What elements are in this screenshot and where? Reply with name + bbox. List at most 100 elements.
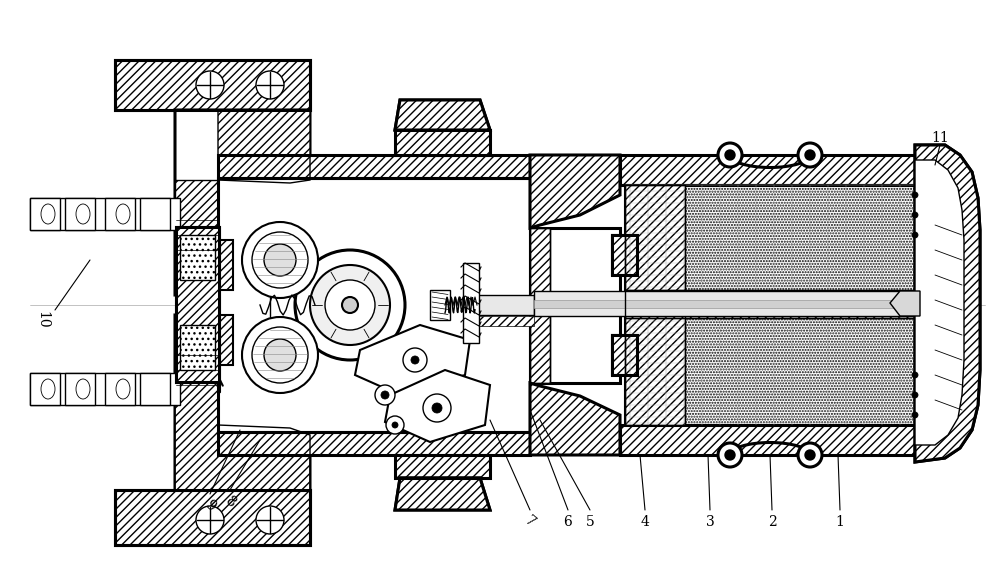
Circle shape xyxy=(196,71,224,99)
Circle shape xyxy=(423,394,451,422)
Polygon shape xyxy=(385,370,490,442)
Text: 8: 8 xyxy=(222,494,238,510)
Polygon shape xyxy=(530,155,620,228)
Polygon shape xyxy=(395,478,490,510)
Polygon shape xyxy=(395,478,490,510)
Text: 6: 6 xyxy=(564,515,572,529)
Circle shape xyxy=(718,443,742,467)
Bar xyxy=(430,290,450,320)
Circle shape xyxy=(375,385,395,405)
Bar xyxy=(612,335,637,375)
Bar xyxy=(180,235,215,280)
Circle shape xyxy=(798,443,822,467)
Polygon shape xyxy=(175,110,310,295)
Ellipse shape xyxy=(41,379,55,399)
Bar xyxy=(218,315,233,365)
Polygon shape xyxy=(218,432,530,455)
Text: 7: 7 xyxy=(522,514,538,530)
Circle shape xyxy=(342,297,358,313)
Text: 5: 5 xyxy=(586,515,594,529)
Circle shape xyxy=(242,222,318,298)
Text: 9: 9 xyxy=(202,498,218,514)
Circle shape xyxy=(912,192,918,198)
Bar xyxy=(65,373,95,405)
Circle shape xyxy=(264,339,296,371)
Circle shape xyxy=(411,356,419,364)
Polygon shape xyxy=(915,160,964,445)
Circle shape xyxy=(325,280,375,330)
Polygon shape xyxy=(115,490,310,545)
Bar xyxy=(30,373,60,405)
Circle shape xyxy=(381,391,389,399)
Polygon shape xyxy=(395,455,490,478)
Bar xyxy=(612,235,637,275)
Bar xyxy=(140,373,170,405)
Polygon shape xyxy=(395,130,490,155)
Bar xyxy=(612,335,637,375)
Circle shape xyxy=(392,422,398,428)
Polygon shape xyxy=(175,315,310,490)
Bar xyxy=(140,198,170,230)
Text: 1: 1 xyxy=(836,515,844,529)
Polygon shape xyxy=(890,291,920,316)
Text: 11: 11 xyxy=(931,131,949,145)
Circle shape xyxy=(912,232,918,238)
Bar xyxy=(30,373,180,405)
Circle shape xyxy=(725,450,735,460)
Polygon shape xyxy=(530,228,550,383)
Bar xyxy=(612,235,637,275)
Polygon shape xyxy=(175,110,310,183)
Bar xyxy=(270,295,335,320)
Ellipse shape xyxy=(76,204,90,224)
Circle shape xyxy=(256,71,284,99)
Circle shape xyxy=(310,265,390,345)
Circle shape xyxy=(432,403,442,413)
Polygon shape xyxy=(620,155,920,185)
Bar xyxy=(625,290,915,318)
Circle shape xyxy=(912,372,918,378)
Circle shape xyxy=(805,450,815,460)
Text: 3: 3 xyxy=(706,515,714,529)
Bar xyxy=(30,198,180,230)
Text: 10: 10 xyxy=(35,311,49,329)
Circle shape xyxy=(386,416,404,434)
Bar xyxy=(105,373,135,405)
Polygon shape xyxy=(625,305,685,425)
Polygon shape xyxy=(915,145,980,462)
Circle shape xyxy=(805,150,815,160)
Polygon shape xyxy=(915,145,980,462)
Circle shape xyxy=(725,150,735,160)
Bar xyxy=(625,185,915,305)
Bar xyxy=(534,291,920,316)
Polygon shape xyxy=(620,425,920,455)
Polygon shape xyxy=(395,100,490,130)
Circle shape xyxy=(196,506,224,534)
Ellipse shape xyxy=(76,379,90,399)
Bar xyxy=(530,228,620,383)
Polygon shape xyxy=(115,60,310,110)
Polygon shape xyxy=(218,155,530,178)
Circle shape xyxy=(798,143,822,167)
Circle shape xyxy=(295,250,405,360)
Circle shape xyxy=(256,506,284,534)
Bar xyxy=(474,295,534,315)
Bar xyxy=(218,240,233,290)
Text: 2: 2 xyxy=(768,515,776,529)
Circle shape xyxy=(403,348,427,372)
Bar xyxy=(625,290,915,318)
Bar xyxy=(65,198,95,230)
Polygon shape xyxy=(176,227,219,382)
Polygon shape xyxy=(625,185,685,305)
Circle shape xyxy=(252,232,308,288)
Bar xyxy=(30,198,60,230)
Bar xyxy=(218,178,530,432)
Ellipse shape xyxy=(41,204,55,224)
Circle shape xyxy=(718,143,742,167)
Text: 4: 4 xyxy=(641,515,649,529)
Bar xyxy=(463,263,479,343)
Polygon shape xyxy=(175,315,310,490)
Polygon shape xyxy=(395,100,490,130)
Circle shape xyxy=(242,317,318,393)
Ellipse shape xyxy=(116,379,130,399)
Circle shape xyxy=(912,392,918,398)
